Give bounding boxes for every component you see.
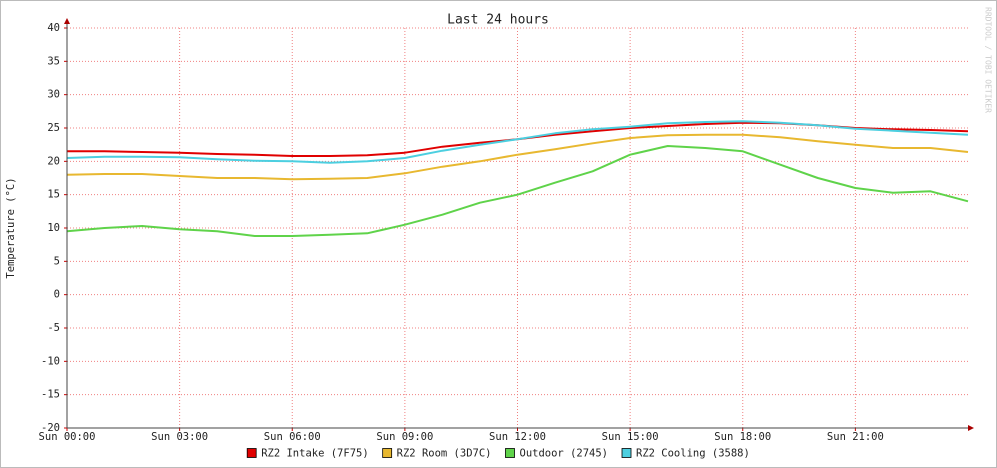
legend-swatch [246,448,257,458]
x-tick-label: Sun 21:00 [827,431,884,443]
y-tick-label: -10 [41,355,60,367]
legend-item: RZ2 Cooling (3588) [621,448,750,460]
legend: RZ2 Intake (7F75) RZ2 Room (3D7C) Outdoor … [246,448,750,460]
watermark: RRDTOOL / TOBI OETIKER [984,7,993,113]
y-tick-label: 5 [54,255,60,267]
chart-title: Last 24 hours [447,13,549,28]
legend-item: Outdoor (2745) [505,448,608,460]
y-tick-label: 30 [47,89,60,101]
y-tick-label: 25 [47,122,60,134]
y-tick-label: 35 [47,55,60,67]
series-line [66,120,969,164]
x-tick-label: Sun 12:00 [489,431,546,443]
y-tick-label: 40 [47,22,60,34]
x-tick-label: Sun 00:00 [39,431,96,443]
legend-item: RZ2 Intake (7F75) [246,448,369,460]
y-axis-label: Temperature (°C) [5,177,17,278]
y-tick-label: -15 [41,389,60,401]
y-tick-label: -5 [47,322,60,334]
y-tick-label: 0 [54,289,60,301]
x-tick-label: Sun 18:00 [714,431,771,443]
x-tick-label: Sun 03:00 [151,431,208,443]
legend-label: RZ2 Intake (7F75) [261,448,368,460]
series-line [66,133,969,181]
legend-swatch [505,448,515,458]
y-tick-label: 10 [47,222,60,234]
x-tick-label: Sun 09:00 [376,431,433,443]
legend-item: RZ2 Room (3D7C) [382,448,492,460]
legend-label: RZ2 Cooling (3588) [636,448,750,460]
legend-label: Outdoor (2745) [519,448,608,460]
legend-label: RZ2 Room (3D7C) [397,448,492,460]
y-tick-label: -20 [41,422,60,434]
x-arrow [968,425,974,431]
legend-swatch [621,448,632,458]
x-tick-label: Sun 15:00 [602,431,659,443]
series-line [66,145,969,237]
y-arrow [64,18,70,24]
lines [66,120,969,237]
x-tick-label: Sun 06:00 [264,431,321,443]
y-tick-label: 20 [47,155,60,167]
legend-swatch [382,448,393,458]
y-tick-label: 15 [47,189,60,201]
